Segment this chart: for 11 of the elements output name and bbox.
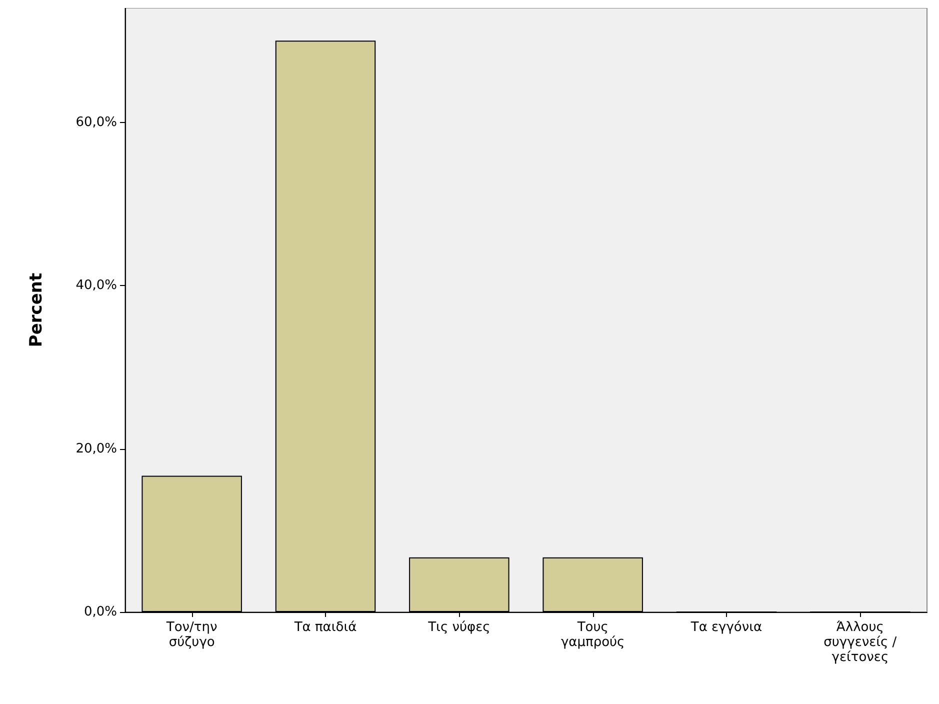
y-tick-label: 20,0% [76,441,117,456]
y-tick-label: 40,0% [76,278,117,294]
y-tick-label: 0,0% [84,604,117,620]
x-tick-label: Τους γαμπρούς [560,620,625,650]
x-tick-label: Άλλους συγγενείς / γείτονες [824,620,898,665]
y-tick-label: 60,0% [76,114,117,130]
x-tick-label: Τις νύφες [427,620,490,635]
x-tick-label: Τον/την σύζυγο [165,620,218,650]
y-axis-title: Percent [26,272,46,348]
x-tick-label: Τα παιδιά [293,620,357,635]
x-tick-label: Τα εγγόνια [690,620,762,635]
